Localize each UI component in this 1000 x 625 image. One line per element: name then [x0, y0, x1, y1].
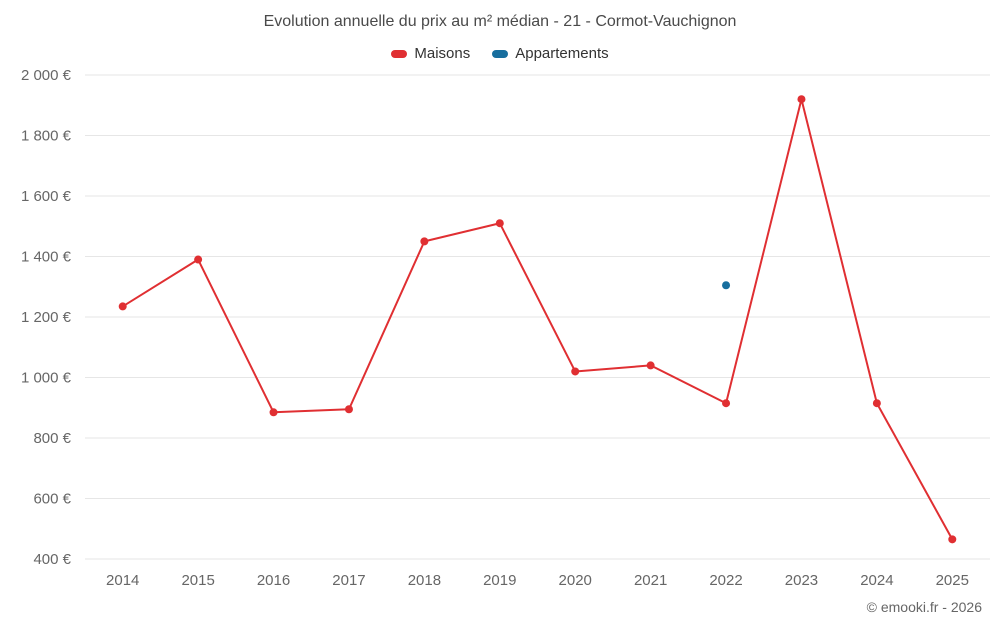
maisons-point[interactable] — [269, 408, 278, 417]
chart-title: Evolution annuelle du prix au m² médian … — [263, 13, 737, 30]
y-axis-label: 2 000 € — [21, 67, 72, 84]
y-axis-label: 600 € — [33, 491, 71, 508]
y-axis-label: 400 € — [33, 551, 71, 568]
legend-item-appartements[interactable]: Appartements — [492, 45, 609, 62]
maisons-line — [121, 98, 954, 541]
maisons-point[interactable] — [194, 255, 203, 264]
x-axis-label: 2015 — [181, 572, 214, 589]
y-axis-label: 1 800 € — [21, 128, 72, 145]
maisons-point[interactable] — [722, 399, 731, 408]
maisons-point[interactable] — [118, 302, 127, 311]
y-axis-label: 1 400 € — [21, 249, 72, 266]
x-axis-label: 2018 — [408, 572, 441, 589]
legend-label-appartements: Appartements — [515, 45, 609, 62]
maisons-point[interactable] — [495, 219, 504, 228]
copyright-credit: © emooki.fr - 2026 — [866, 599, 982, 615]
x-axis-label: 2016 — [257, 572, 290, 589]
legend-swatch-maisons — [391, 49, 408, 58]
x-axis-label: 2020 — [559, 572, 592, 589]
x-axis-label: 2025 — [936, 572, 969, 589]
y-axis-label: 1 600 € — [21, 188, 72, 205]
x-axis-label: 2014 — [106, 572, 139, 589]
x-axis-label: 2023 — [785, 572, 818, 589]
legend-label-maisons: Maisons — [414, 45, 471, 62]
x-axis-label: 2022 — [709, 572, 742, 589]
maisons-point[interactable] — [571, 367, 580, 376]
x-axis-label: 2019 — [483, 572, 516, 589]
y-axis-label: 1 000 € — [21, 370, 72, 387]
chart-legend: Maisons Appartements — [0, 45, 1000, 62]
legend-item-maisons[interactable]: Maisons — [391, 45, 470, 62]
maisons-point[interactable] — [344, 405, 353, 414]
maisons-point[interactable] — [948, 535, 957, 544]
x-axis-label: 2017 — [332, 572, 365, 589]
maisons-point[interactable] — [420, 237, 429, 246]
x-axis-label: 2024 — [860, 572, 893, 589]
maisons-point[interactable] — [646, 361, 655, 370]
y-axis-label: 1 200 € — [21, 309, 72, 326]
x-axis-label: 2021 — [634, 572, 667, 589]
y-axis-label: 800 € — [33, 430, 71, 447]
maisons-point[interactable] — [872, 399, 881, 408]
maisons-point[interactable] — [797, 95, 806, 104]
appartements-point[interactable] — [722, 281, 731, 290]
legend-swatch-appartements — [492, 49, 509, 58]
